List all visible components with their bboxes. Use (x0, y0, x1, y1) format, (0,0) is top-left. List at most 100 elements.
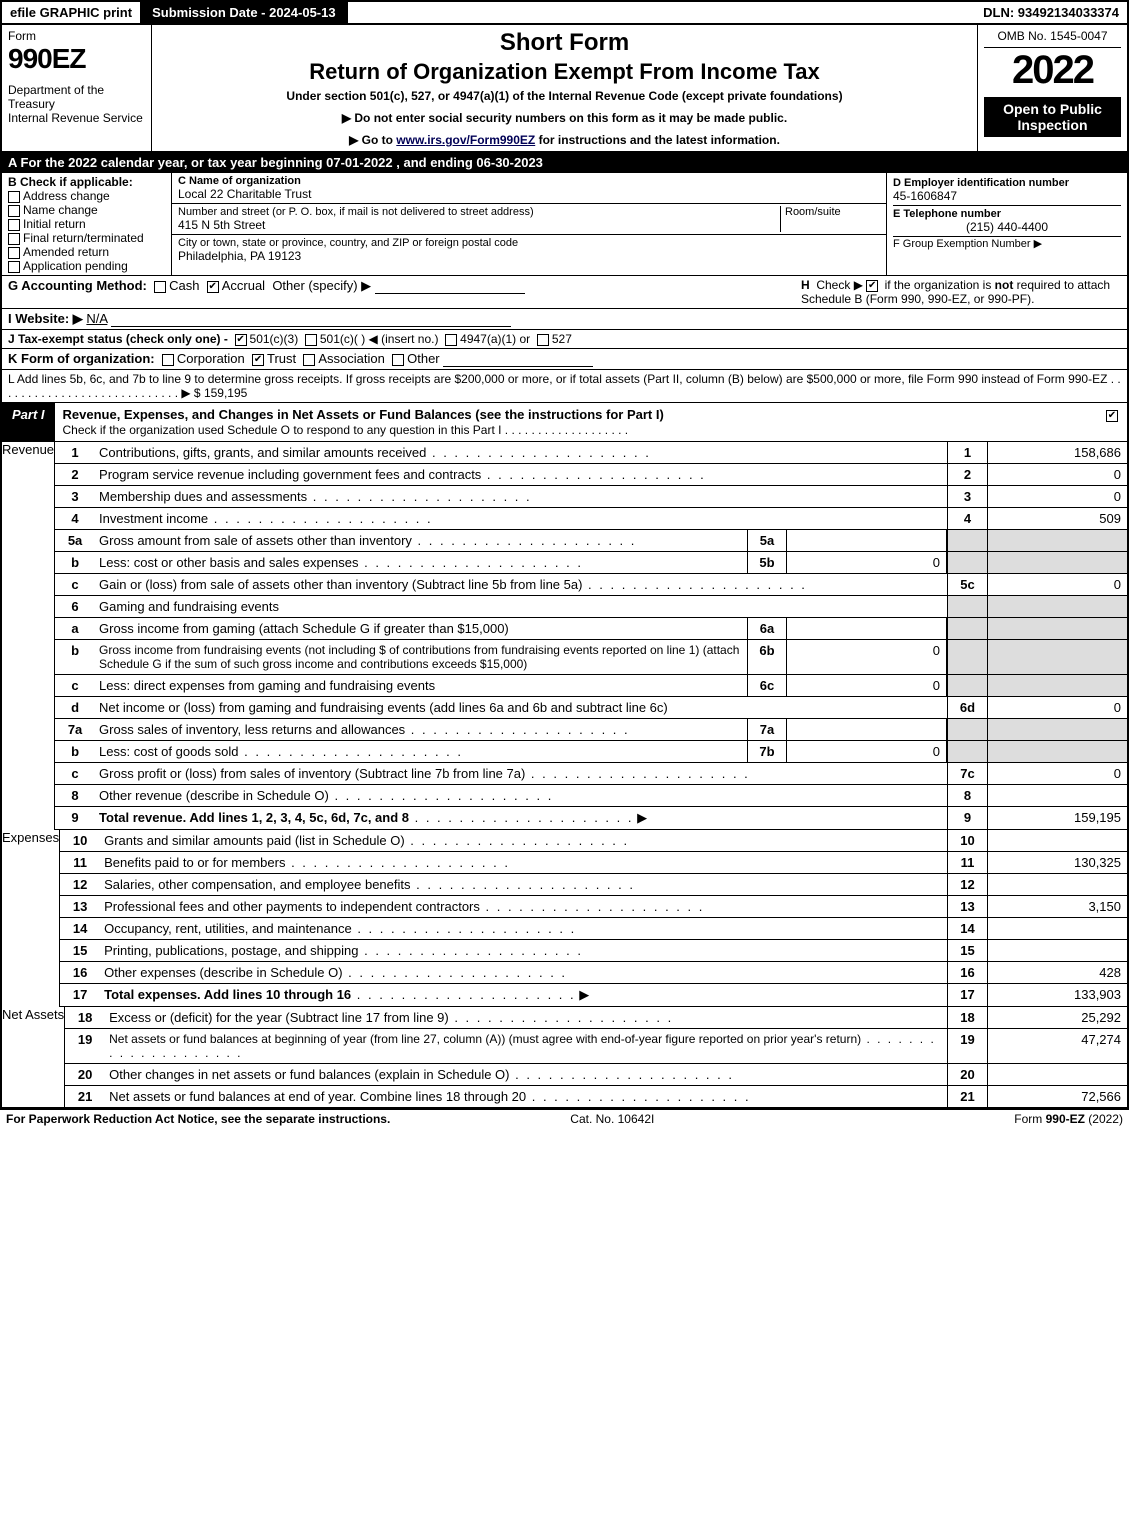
line-11-value: 130,325 (987, 852, 1127, 873)
line-2-value: 0 (987, 464, 1127, 485)
efile-print[interactable]: efile GRAPHIC print (2, 2, 142, 23)
city-label: City or town, state or province, country… (178, 237, 880, 249)
chk-corporation[interactable] (162, 354, 174, 366)
line-5a: Gross amount from sale of assets other t… (95, 530, 747, 551)
line-5c-value: 0 (987, 574, 1127, 595)
section-b: B Check if applicable: Address change Na… (2, 173, 172, 275)
line-10: Grants and similar amounts paid (list in… (100, 830, 947, 851)
line-8: Other revenue (describe in Schedule O) (95, 785, 947, 806)
line-6a-value (787, 618, 947, 639)
line-16: Other expenses (describe in Schedule O) (100, 962, 947, 983)
line-12-value (987, 874, 1127, 895)
paperwork-notice: For Paperwork Reduction Act Notice, see … (6, 1112, 390, 1126)
section-gh: G Accounting Method: Cash Accrual Other … (0, 276, 1129, 309)
line-17: Total expenses. Add lines 10 through 16 … (100, 984, 947, 1006)
line-6b: Gross income from fundraising events (no… (95, 640, 747, 674)
line-2: Program service revenue including govern… (95, 464, 947, 485)
netassets-label: Net Assets (2, 1007, 65, 1107)
chk-application-pending[interactable]: Application pending (8, 259, 165, 273)
chk-association[interactable] (303, 354, 315, 366)
line-21-value: 72,566 (987, 1086, 1127, 1107)
form-title: Return of Organization Exempt From Incom… (162, 59, 967, 85)
section-c: C Name of organization Local 22 Charitab… (172, 173, 887, 275)
chk-527[interactable] (537, 334, 549, 346)
cat-no: Cat. No. 10642I (570, 1112, 654, 1126)
chk-amended-return[interactable]: Amended return (8, 245, 165, 259)
chk-4947[interactable] (445, 334, 457, 346)
instructions-link[interactable]: www.irs.gov/Form990EZ (396, 133, 535, 147)
section-b-label: B Check if applicable: (8, 175, 165, 189)
netassets-block: Net Assets 18Excess or (deficit) for the… (0, 1007, 1129, 1109)
chk-initial-return[interactable]: Initial return (8, 217, 165, 231)
line-1: Contributions, gifts, grants, and simila… (95, 442, 947, 463)
line-11: Benefits paid to or for members (100, 852, 947, 873)
line-16-value: 428 (987, 962, 1127, 983)
chk-address-change[interactable]: Address change (8, 189, 165, 203)
section-bcd: B Check if applicable: Address change Na… (0, 173, 1129, 276)
note2-pre: ▶ Go to (349, 133, 396, 147)
chk-accrual[interactable] (207, 281, 219, 293)
part1-tab: Part I (2, 403, 55, 441)
chk-other[interactable] (392, 354, 404, 366)
ein-value: 45-1606847 (893, 189, 1121, 203)
chk-schedule-o-part1[interactable] (1106, 410, 1118, 422)
line-9: Total revenue. Add lines 1, 2, 3, 4, 5c,… (95, 807, 947, 829)
short-form-title: Short Form (162, 29, 967, 57)
line-15-value (987, 940, 1127, 961)
line-20-value (987, 1064, 1127, 1085)
line-6: Gaming and fundraising events (95, 596, 947, 617)
chk-501c3[interactable] (235, 334, 247, 346)
line-5a-value (787, 530, 947, 551)
line-6b-value: 0 (787, 640, 947, 674)
form-number: 990EZ (8, 43, 145, 75)
section-a: A For the 2022 calendar year, or tax yea… (0, 153, 1129, 173)
chk-501c[interactable] (305, 334, 317, 346)
website-label: I Website: ▶ (8, 311, 83, 326)
line-4-value: 509 (987, 508, 1127, 529)
line-14: Occupancy, rent, utilities, and maintena… (100, 918, 947, 939)
chk-schedule-b[interactable] (866, 280, 878, 292)
chk-name-change[interactable]: Name change (8, 203, 165, 217)
line-15: Printing, publications, postage, and shi… (100, 940, 947, 961)
header-center: Short Form Return of Organization Exempt… (152, 25, 977, 151)
dept-label: Department of the Treasury Internal Reve… (8, 83, 145, 125)
line-21: Net assets or fund balances at end of ye… (105, 1086, 947, 1107)
form-label: Form (8, 29, 145, 43)
line-6d-value: 0 (987, 697, 1127, 718)
chk-cash[interactable] (154, 281, 166, 293)
line-7a-value (787, 719, 947, 740)
section-def: D Employer identification number 45-1606… (887, 173, 1127, 275)
line-7c-value: 0 (987, 763, 1127, 784)
omb-number: OMB No. 1545-0047 (984, 29, 1121, 48)
line-12: Salaries, other compensation, and employ… (100, 874, 947, 895)
line-13: Professional fees and other payments to … (100, 896, 947, 917)
org-name: Local 22 Charitable Trust (178, 187, 880, 201)
line-14-value (987, 918, 1127, 939)
section-j: J Tax-exempt status (check only one) - 5… (0, 330, 1129, 349)
phone-label: E Telephone number (893, 208, 1121, 220)
form-note2: ▶ Go to www.irs.gov/Form990EZ for instru… (162, 133, 967, 147)
section-l: L Add lines 5b, 6c, and 7b to line 9 to … (0, 370, 1129, 403)
line-18: Excess or (deficit) for the year (Subtra… (105, 1007, 947, 1028)
line-6c: Less: direct expenses from gaming and fu… (95, 675, 747, 696)
open-to-public: Open to Public Inspection (984, 97, 1121, 137)
line-17-value: 133,903 (987, 984, 1127, 1006)
accounting-method-label: G Accounting Method: (8, 278, 147, 293)
line-6d: Net income or (loss) from gaming and fun… (95, 697, 947, 718)
section-k: K Form of organization: Corporation Trus… (0, 349, 1129, 370)
line-4: Investment income (95, 508, 947, 529)
line-6c-value: 0 (787, 675, 947, 696)
line-20: Other changes in net assets or fund bala… (105, 1064, 947, 1085)
expenses-block: Expenses 10Grants and similar amounts pa… (0, 830, 1129, 1007)
header-right: OMB No. 1545-0047 2022 Open to Public In… (977, 25, 1127, 151)
chk-trust[interactable] (252, 354, 264, 366)
line-5c: Gain or (loss) from sale of assets other… (95, 574, 947, 595)
form-note1: ▶ Do not enter social security numbers o… (162, 111, 967, 125)
form-subtitle: Under section 501(c), 527, or 4947(a)(1)… (162, 89, 967, 103)
section-g: G Accounting Method: Cash Accrual Other … (8, 278, 801, 306)
street-address: 415 N 5th Street (178, 218, 780, 232)
chk-final-return[interactable]: Final return/terminated (8, 231, 165, 245)
topbar: efile GRAPHIC print Submission Date - 20… (0, 0, 1129, 25)
line-8-value (987, 785, 1127, 806)
line-19-value: 47,274 (987, 1029, 1127, 1063)
